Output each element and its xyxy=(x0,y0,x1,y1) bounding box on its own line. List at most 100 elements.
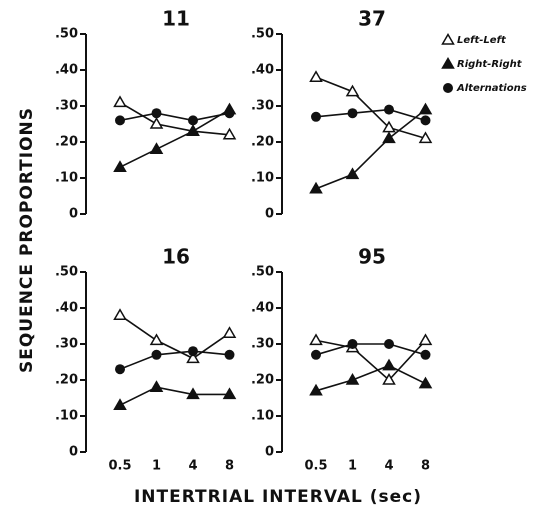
series-line xyxy=(119,112,230,122)
x-tick-label: 1 xyxy=(348,459,357,474)
data-point xyxy=(149,117,164,129)
data-point xyxy=(384,339,394,349)
series-line xyxy=(315,339,427,382)
y-tick-label: .10 xyxy=(251,409,274,424)
data-point xyxy=(222,127,237,140)
y-tick-label: .30 xyxy=(251,99,274,114)
panel-title: 11 xyxy=(162,7,190,31)
data-point xyxy=(149,142,164,154)
data-point xyxy=(188,115,198,126)
y-axis-label: SEQUENCE PROPORTIONS xyxy=(17,107,37,373)
data-point xyxy=(115,364,125,375)
data-point xyxy=(418,131,433,144)
series-line xyxy=(119,314,230,360)
legend-label: Right-Right xyxy=(457,59,523,70)
data-point xyxy=(382,131,396,144)
panel-title: 95 xyxy=(358,245,386,269)
legend-marker xyxy=(441,57,455,69)
data-point xyxy=(418,102,433,115)
data-point xyxy=(420,349,431,360)
data-point xyxy=(188,346,198,357)
data-point xyxy=(186,387,200,400)
x-tick-label: 4 xyxy=(188,459,197,474)
series-line xyxy=(119,108,230,168)
data-point xyxy=(186,124,200,136)
y-tick-label: .50 xyxy=(251,27,274,42)
data-point xyxy=(113,398,127,410)
data-point xyxy=(418,333,433,346)
y-tick-label: .20 xyxy=(55,373,78,388)
y-tick-label: .30 xyxy=(55,337,78,352)
series-line xyxy=(119,350,230,370)
x-tick-label: 1 xyxy=(152,459,161,474)
data-point xyxy=(149,380,164,392)
x-axis-label: INTERTRIAL INTERVAL (sec) xyxy=(134,487,422,507)
data-point xyxy=(382,373,396,385)
y-tick-label: .10 xyxy=(55,409,78,424)
series-line xyxy=(315,108,426,122)
series-line xyxy=(315,108,426,190)
series-line xyxy=(119,101,230,136)
y-tick-label: .50 xyxy=(55,265,78,280)
data-point xyxy=(149,333,164,346)
x-tick-label: 8 xyxy=(225,459,234,474)
y-tick-label: .20 xyxy=(251,135,274,150)
data-point xyxy=(224,108,235,119)
data-point xyxy=(309,70,323,82)
data-point xyxy=(382,358,396,371)
data-point xyxy=(151,108,162,119)
y-tick-label: .40 xyxy=(55,63,78,78)
data-point xyxy=(115,115,125,126)
series-line xyxy=(315,76,426,140)
panel-title: 16 xyxy=(162,245,190,269)
y-tick-label: .50 xyxy=(251,265,274,280)
y-tick-label: .10 xyxy=(55,171,78,186)
data-point xyxy=(224,349,235,360)
data-point xyxy=(113,95,127,108)
data-point xyxy=(113,308,127,320)
data-point xyxy=(345,373,360,385)
y-tick-label: 0 xyxy=(265,445,274,460)
y-tick-label: 0 xyxy=(69,207,78,222)
data-point xyxy=(151,349,162,360)
data-point xyxy=(347,339,358,349)
y-tick-label: .40 xyxy=(55,301,78,316)
x-tick-label: 4 xyxy=(384,459,393,474)
data-point xyxy=(420,115,431,126)
data-point xyxy=(222,387,237,400)
data-point xyxy=(309,383,323,396)
panel-title: 37 xyxy=(358,7,386,31)
data-point xyxy=(309,333,323,346)
data-point xyxy=(311,349,321,360)
series-line xyxy=(315,343,426,356)
data-point xyxy=(222,326,237,338)
data-point xyxy=(311,111,321,122)
x-tick-label: 0.5 xyxy=(304,459,327,474)
y-tick-label: .20 xyxy=(251,373,274,388)
data-point xyxy=(418,376,433,389)
y-tick-label: .10 xyxy=(251,171,274,186)
y-tick-label: .40 xyxy=(251,63,274,78)
series-line xyxy=(315,364,426,392)
y-tick-label: 0 xyxy=(69,445,78,460)
data-point xyxy=(113,160,127,172)
x-tick-label: 8 xyxy=(421,459,430,474)
y-tick-label: .30 xyxy=(55,99,78,114)
legend-marker xyxy=(441,33,455,45)
y-tick-label: .50 xyxy=(55,27,78,42)
x-tick-label: 0.5 xyxy=(108,459,131,474)
legend-label: Alternations xyxy=(456,83,527,94)
series-line xyxy=(119,386,230,406)
data-point xyxy=(347,108,358,119)
y-tick-label: .40 xyxy=(251,301,274,316)
legend-marker xyxy=(443,83,453,93)
data-point xyxy=(384,104,394,115)
data-point xyxy=(345,167,360,180)
y-tick-label: .30 xyxy=(251,337,274,352)
y-tick-label: .20 xyxy=(55,135,78,150)
legend-label: Left-Left xyxy=(457,35,507,46)
data-point xyxy=(186,351,200,364)
data-point xyxy=(309,181,323,194)
y-tick-label: 0 xyxy=(265,207,274,222)
